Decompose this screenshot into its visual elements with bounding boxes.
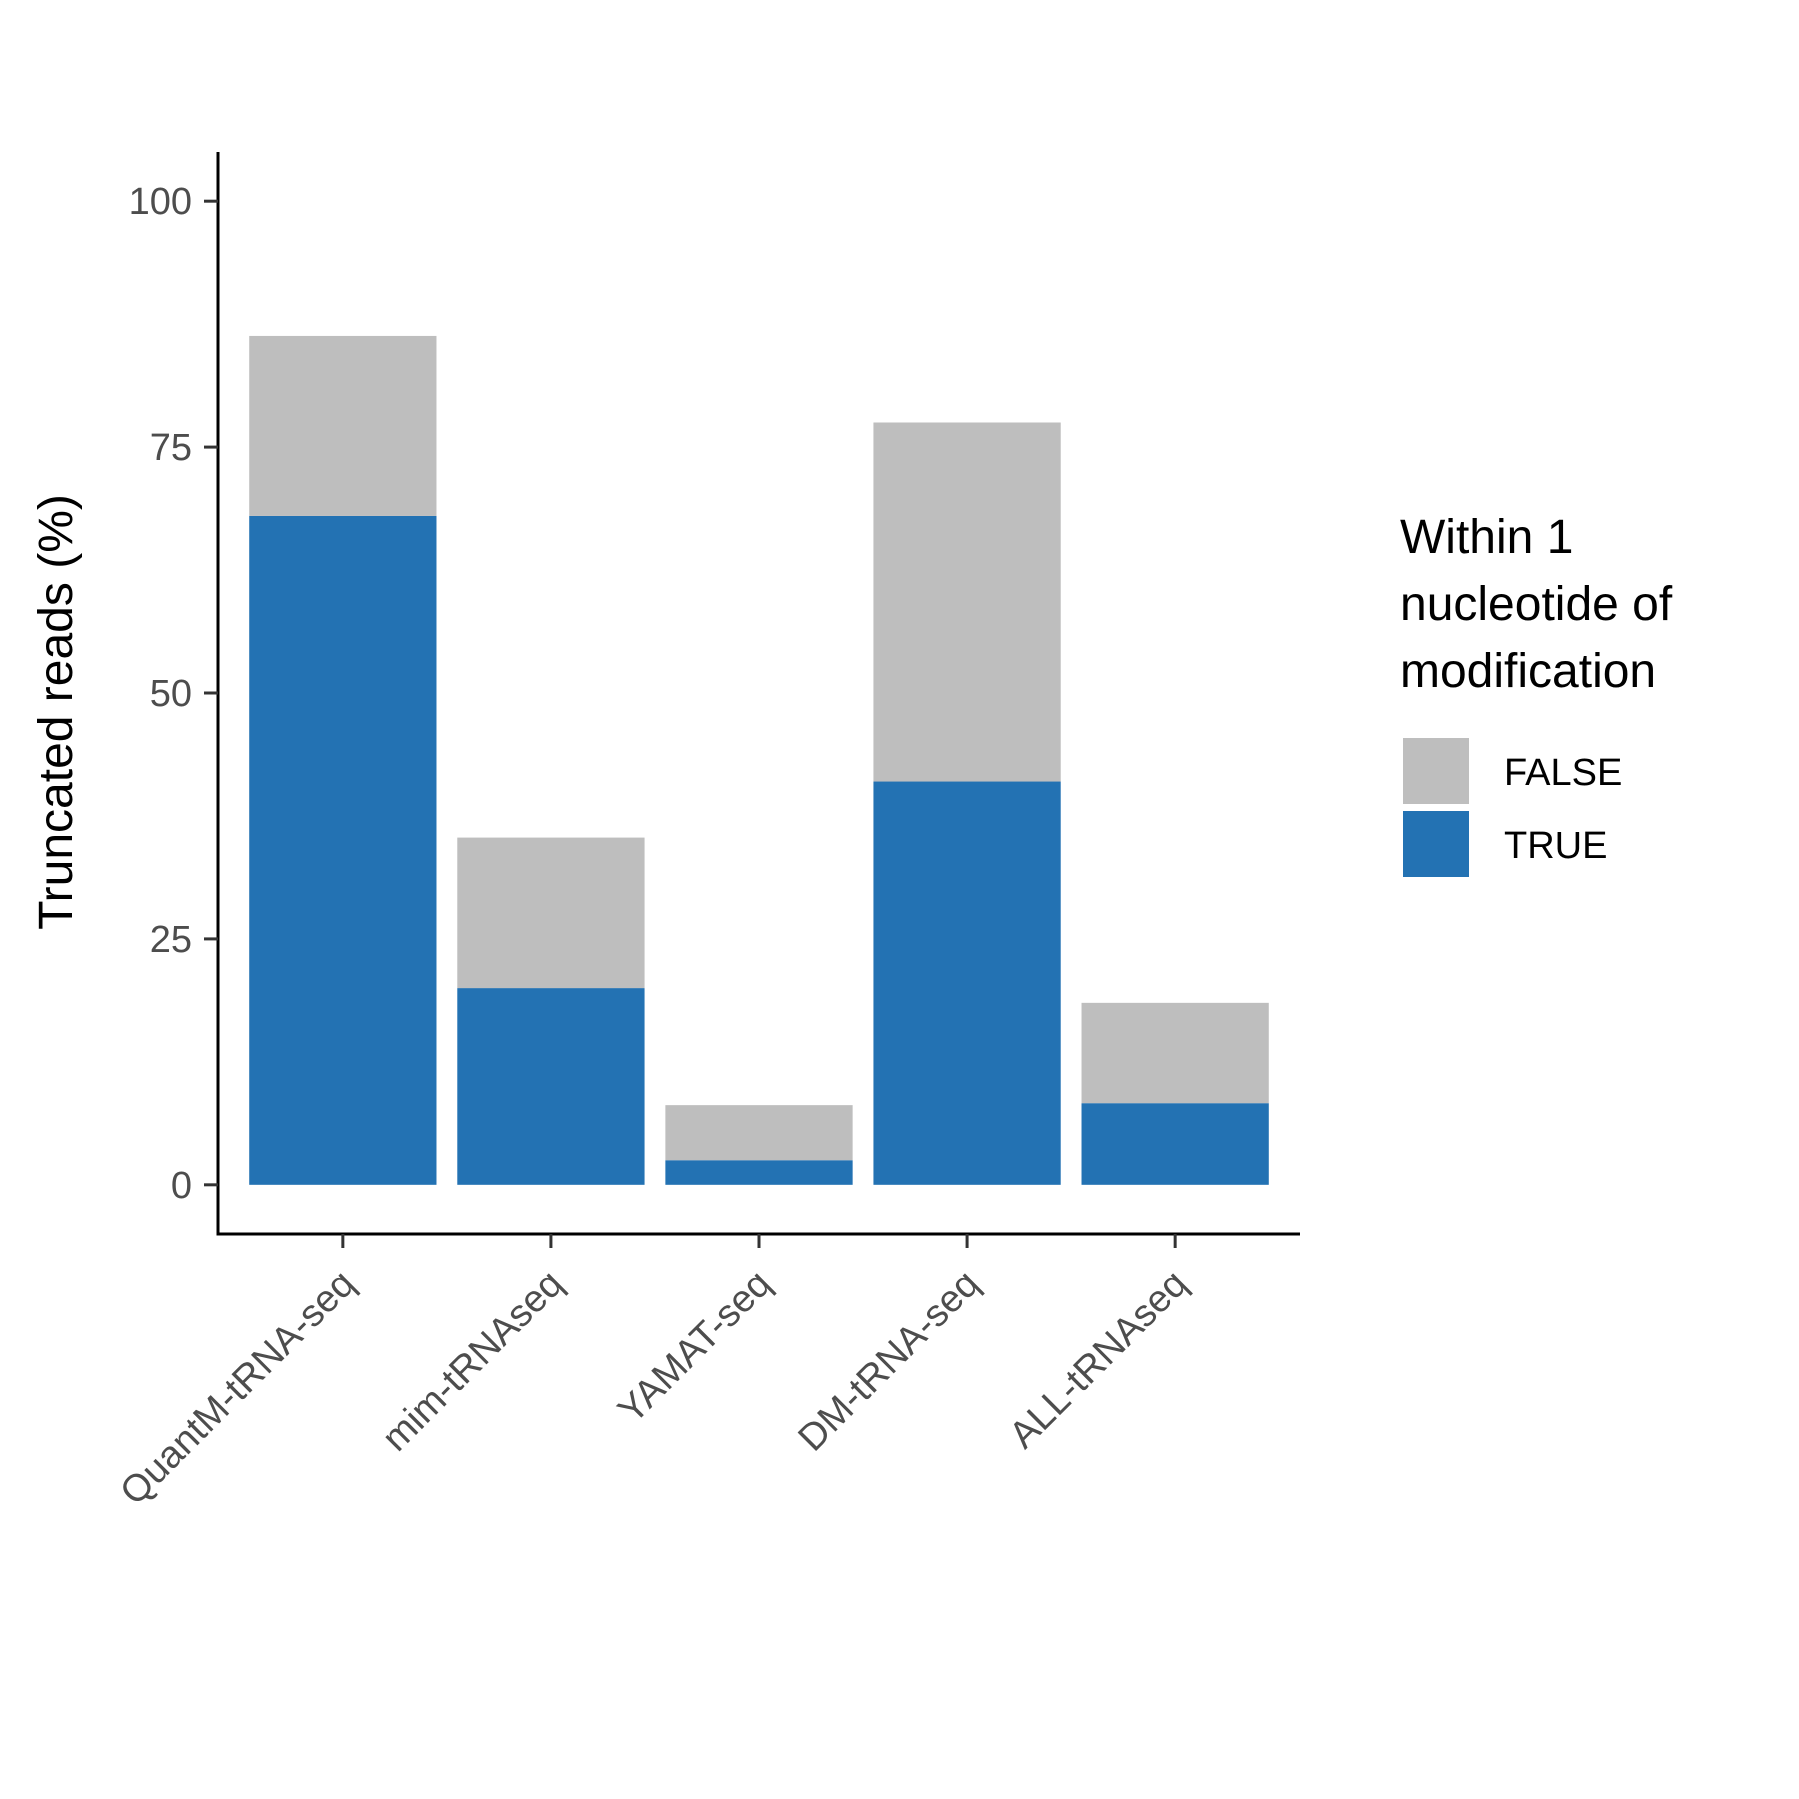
bars-layer [249, 335, 1269, 1185]
bar-true-quantm-trna-seq [249, 515, 437, 1185]
bar-true-dm-trna-seq [873, 781, 1061, 1185]
legend-title-line: modification [1400, 645, 1656, 698]
bar-true-mim-trnaseq [457, 988, 645, 1185]
x-tick-label: ALL-tRNAseq [1002, 1263, 1196, 1457]
x-tick-label: DM-tRNA-seq [791, 1263, 988, 1460]
bar-true-all-trnaseq [1081, 1103, 1269, 1185]
bar-true-yamat-seq [665, 1160, 853, 1185]
legend-title-line: Within 1 [1400, 511, 1573, 564]
bar-false-yamat-seq [665, 1105, 853, 1161]
legend-key-true [1403, 811, 1469, 877]
y-tick-label: 75 [150, 427, 192, 469]
legend-title-line: nucleotide of [1400, 578, 1673, 631]
x-tick-label: YAMAT-seq [610, 1263, 779, 1432]
y-tick-label: 50 [150, 673, 192, 715]
y-tick-label: 0 [171, 1165, 192, 1207]
y-tick-label: 100 [129, 181, 192, 223]
bar-false-all-trnaseq [1081, 1002, 1269, 1104]
bar-false-mim-trnaseq [457, 837, 645, 989]
y-tick-label: 25 [150, 919, 192, 961]
legend-label-true: TRUE [1504, 825, 1607, 867]
legend: Within 1 nucleotide of modification FALSE TR… [1400, 511, 1673, 877]
x-tick-label: QuantM-tRNA-seq [112, 1263, 363, 1514]
bar-false-dm-trna-seq [873, 422, 1061, 782]
y-axis-title: Truncated reads (%) [30, 494, 83, 930]
legend-key-false [1403, 738, 1469, 804]
legend-label-false: FALSE [1504, 752, 1622, 794]
bar-false-quantm-trna-seq [249, 335, 437, 516]
x-tick-label: mim-tRNAseq [374, 1263, 571, 1460]
